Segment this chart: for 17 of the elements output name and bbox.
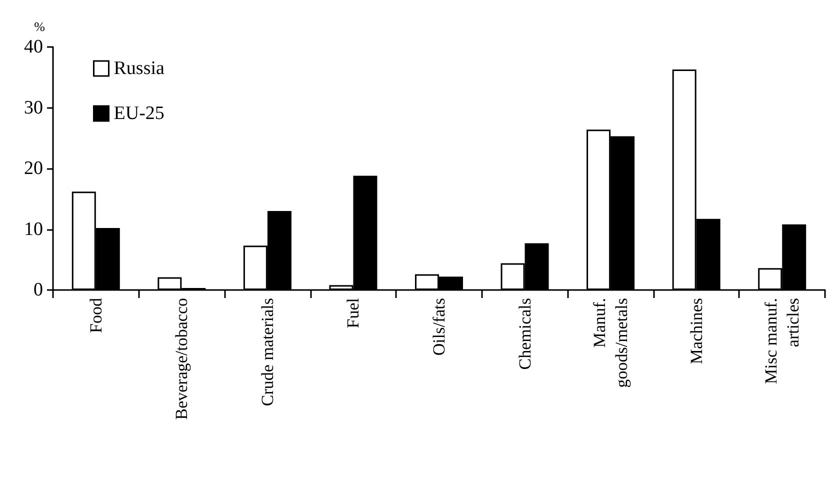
legend-label: Russia: [114, 58, 165, 79]
x-tick-label: Crude materials: [258, 298, 277, 406]
y-tick-label: 0: [34, 280, 43, 300]
x-tick-label: Manuf. goods/metals: [590, 298, 632, 388]
y-tick-label: 20: [24, 158, 43, 179]
legend-label: EU-25: [114, 103, 164, 124]
x-tick-label: Fuel: [344, 298, 363, 328]
y-tick-label: 30: [24, 97, 43, 118]
x-tick-label: Oils/fats: [430, 298, 448, 356]
x-tick-label: Misc manuf. articles: [762, 298, 803, 384]
x-tick-label: Food: [86, 298, 106, 333]
x-tick-label: Machines: [686, 298, 706, 364]
y-tick-label: 40: [24, 36, 43, 58]
y-axis-title: %: [34, 19, 46, 34]
x-tick-label: Chemicals: [515, 298, 534, 370]
y-tick-label: 10: [24, 218, 43, 240]
x-tick-label: Beverage/tobacco: [172, 298, 192, 420]
